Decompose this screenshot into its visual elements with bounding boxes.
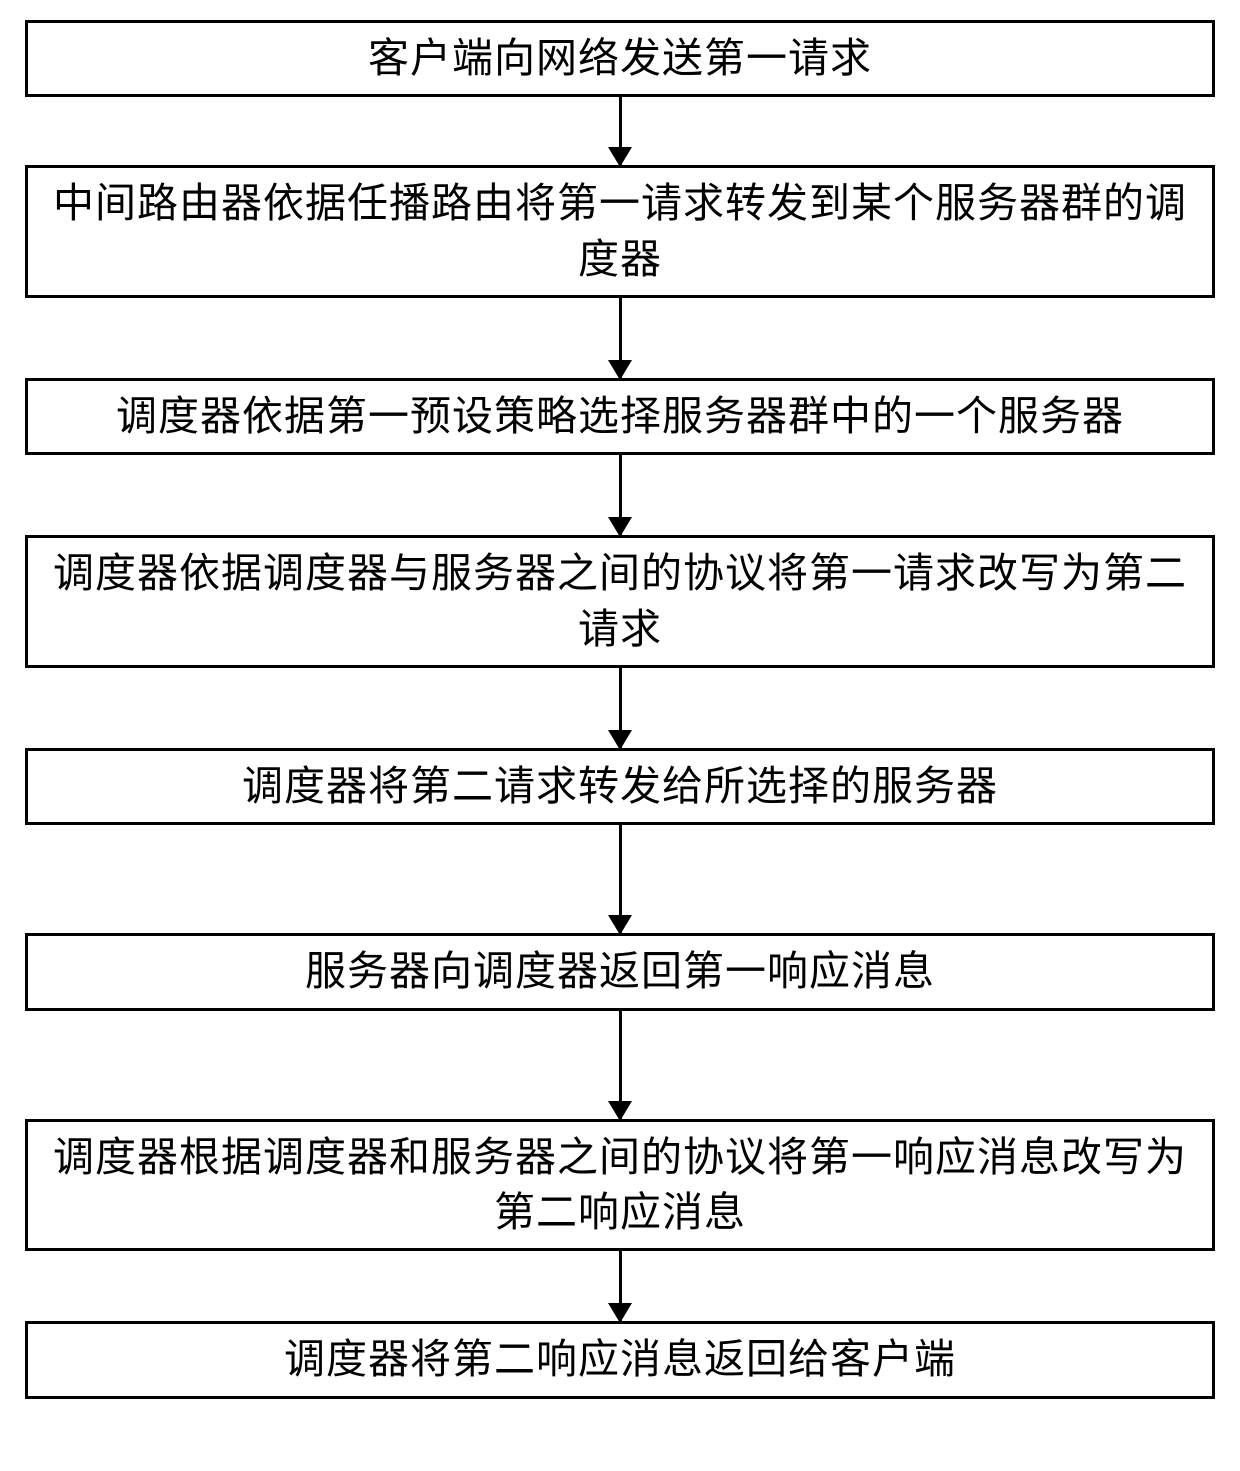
flowchart-container: 客户端向网络发送第一请求 中间路由器依据任播路由将第一请求转发到某个服务器群的调… bbox=[25, 20, 1215, 1399]
flowchart-step-4: 调度器依据调度器与服务器之间的协议将第一请求改写为第二请求 bbox=[25, 535, 1215, 668]
flowchart-connector-5 bbox=[619, 825, 622, 933]
flowchart-step-6-text: 服务器向调度器返回第一响应消息 bbox=[305, 944, 935, 999]
arrow-down-icon bbox=[608, 915, 632, 935]
flowchart-step-3-text: 调度器依据第一预设策略选择服务器群中的一个服务器 bbox=[116, 389, 1124, 444]
flowchart-step-2: 中间路由器依据任播路由将第一请求转发到某个服务器群的调度器 bbox=[25, 165, 1215, 298]
arrow-down-icon bbox=[608, 730, 632, 750]
flowchart-step-5: 调度器将第二请求转发给所选择的服务器 bbox=[25, 748, 1215, 825]
flowchart-step-5-text: 调度器将第二请求转发给所选择的服务器 bbox=[242, 759, 998, 814]
flowchart-step-1: 客户端向网络发送第一请求 bbox=[25, 20, 1215, 97]
arrow-down-icon bbox=[608, 1303, 632, 1323]
flowchart-step-4-text: 调度器依据调度器与服务器之间的协议将第一请求改写为第二请求 bbox=[48, 546, 1192, 657]
flowchart-connector-2 bbox=[619, 298, 622, 378]
arrow-down-icon bbox=[608, 1101, 632, 1121]
flowchart-step-7: 调度器根据调度器和服务器之间的协议将第一响应消息改写为第二响应消息 bbox=[25, 1119, 1215, 1252]
arrow-down-icon bbox=[608, 147, 632, 167]
flowchart-connector-4 bbox=[619, 668, 622, 748]
flowchart-step-3: 调度器依据第一预设策略选择服务器群中的一个服务器 bbox=[25, 378, 1215, 455]
flowchart-step-8-text: 调度器将第二响应消息返回给客户端 bbox=[284, 1332, 956, 1387]
flowchart-connector-1 bbox=[619, 97, 622, 165]
flowchart-connector-6 bbox=[619, 1011, 622, 1119]
flowchart-step-1-text: 客户端向网络发送第一请求 bbox=[368, 31, 872, 86]
flowchart-step-6: 服务器向调度器返回第一响应消息 bbox=[25, 933, 1215, 1010]
flowchart-step-2-text: 中间路由器依据任播路由将第一请求转发到某个服务器群的调度器 bbox=[48, 176, 1192, 287]
arrow-down-icon bbox=[608, 517, 632, 537]
arrow-down-icon bbox=[608, 360, 632, 380]
flowchart-step-8: 调度器将第二响应消息返回给客户端 bbox=[25, 1321, 1215, 1398]
flowchart-step-7-text: 调度器根据调度器和服务器之间的协议将第一响应消息改写为第二响应消息 bbox=[48, 1130, 1192, 1241]
flowchart-connector-7 bbox=[619, 1251, 622, 1321]
flowchart-connector-3 bbox=[619, 455, 622, 535]
